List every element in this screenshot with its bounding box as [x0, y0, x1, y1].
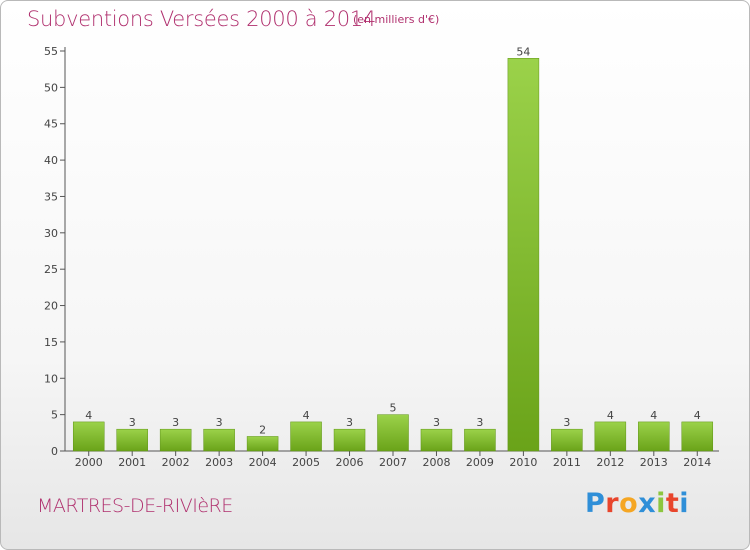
x-tick-label-2014: 2014 [683, 456, 711, 469]
logo-letter: P [585, 488, 606, 519]
commune-name: MARTRES-DE-RIVIèRE [37, 495, 233, 517]
value-label-2014: 4 [694, 409, 701, 422]
chart-unit-note: (en milliers d'€) [353, 13, 440, 26]
chart-title: Subventions Versées 2000 à 2014 [27, 7, 376, 31]
bar-2005 [290, 421, 322, 452]
bar-2000 [72, 421, 105, 452]
x-tick-label-2010: 2010 [509, 456, 537, 469]
x-tick-label-2008: 2008 [422, 456, 450, 469]
value-label-2010: 54 [516, 45, 530, 58]
y-tick-label: 50 [44, 81, 58, 94]
bar-2010 [507, 58, 540, 452]
logo-letter: x [638, 488, 657, 519]
bar-2012 [594, 421, 627, 452]
bar-2008 [420, 428, 453, 452]
bar-2003 [203, 428, 235, 452]
bar-2014 [681, 421, 714, 452]
logo-letter: t [665, 488, 680, 519]
logo-letter: o [619, 488, 639, 519]
value-label-2002: 3 [172, 416, 179, 429]
x-tick-label-2001: 2001 [118, 456, 146, 469]
logo-letter: r [605, 488, 620, 519]
value-label-2006: 3 [346, 416, 353, 429]
proxiti-logo: Proxiti [585, 488, 689, 519]
value-label-2011: 3 [563, 416, 570, 429]
x-tick-label-2012: 2012 [596, 456, 624, 469]
y-tick-label: 5 [51, 409, 58, 422]
bar-2011 [551, 428, 583, 452]
x-tick-label-2007: 2007 [379, 456, 407, 469]
bar-2009 [464, 428, 496, 452]
y-tick-label: 10 [44, 372, 58, 385]
bar-2002 [159, 428, 192, 452]
value-label-2001: 3 [129, 416, 136, 429]
y-tick-label: 20 [44, 300, 58, 313]
logo-letter: i [679, 488, 690, 519]
x-tick-label-2003: 2003 [205, 456, 233, 469]
y-tick-label: 15 [44, 336, 58, 349]
logo-letter: i [656, 488, 666, 519]
bar-2013 [638, 421, 670, 452]
x-tick-label-2011: 2011 [553, 456, 581, 469]
value-label-2009: 3 [476, 416, 483, 429]
x-tick-label-2000: 2000 [75, 456, 103, 469]
x-tick-label-2004: 2004 [249, 456, 277, 469]
y-tick-label: 0 [51, 445, 58, 458]
bar-2007 [377, 414, 409, 452]
bar-2001 [116, 428, 148, 452]
value-label-2007: 5 [390, 402, 397, 415]
x-tick-label-2002: 2002 [162, 456, 190, 469]
x-tick-label-2013: 2013 [640, 456, 668, 469]
y-tick-label: 45 [44, 118, 58, 131]
x-tick-label-2005: 2005 [292, 456, 320, 469]
y-tick-label: 25 [44, 263, 58, 276]
value-label-2003: 3 [216, 416, 223, 429]
x-tick-label-2006: 2006 [336, 456, 364, 469]
value-label-2012: 4 [607, 409, 614, 422]
y-tick-label: 35 [44, 190, 58, 203]
value-label-2005: 4 [303, 409, 310, 422]
value-label-2000: 4 [85, 409, 92, 422]
bar-2006 [333, 428, 366, 452]
y-tick-label: 55 [44, 45, 58, 58]
value-label-2004: 2 [259, 423, 266, 436]
value-label-2008: 3 [433, 416, 440, 429]
bar-2004 [246, 436, 279, 452]
value-label-2013: 4 [650, 409, 657, 422]
y-tick-label: 30 [44, 227, 58, 240]
x-tick-label-2009: 2009 [466, 456, 494, 469]
y-tick-label: 40 [44, 154, 58, 167]
